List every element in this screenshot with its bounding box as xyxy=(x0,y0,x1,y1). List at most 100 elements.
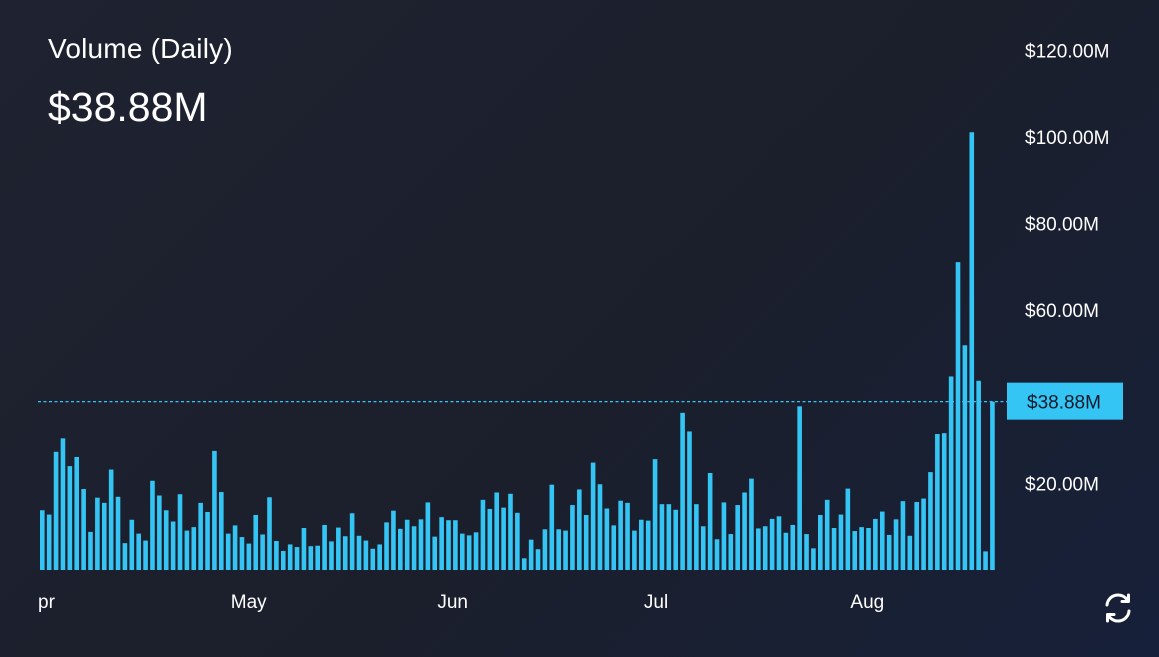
volume-bar[interactable] xyxy=(60,438,66,570)
volume-bar[interactable] xyxy=(928,472,933,570)
volume-bar[interactable] xyxy=(886,534,892,570)
volume-bar[interactable] xyxy=(67,466,73,570)
volume-bar[interactable] xyxy=(439,517,444,570)
volume-bar[interactable] xyxy=(315,545,320,570)
volume-bar[interactable] xyxy=(184,530,190,570)
volume-bar[interactable] xyxy=(198,502,203,570)
volume-bar[interactable] xyxy=(804,534,809,570)
volume-bar[interactable] xyxy=(191,527,197,570)
volume-bar[interactable] xyxy=(177,494,183,571)
volume-bar[interactable] xyxy=(962,345,968,570)
volume-bar[interactable] xyxy=(783,532,789,570)
volume-bar[interactable] xyxy=(81,489,86,570)
volume-bar[interactable] xyxy=(170,521,176,571)
volume-bar[interactable] xyxy=(418,519,424,570)
volume-bar[interactable] xyxy=(508,493,513,570)
volume-bar[interactable] xyxy=(521,558,527,570)
volume-bar[interactable] xyxy=(893,519,899,570)
volume-bar[interactable] xyxy=(990,401,995,570)
volume-bar[interactable] xyxy=(866,528,871,570)
volume-bar[interactable] xyxy=(797,406,802,570)
volume-bar[interactable] xyxy=(101,502,107,570)
volume-bar[interactable] xyxy=(921,498,926,571)
volume-bar[interactable] xyxy=(694,504,699,570)
volume-bar[interactable] xyxy=(253,515,259,570)
volume-bar[interactable] xyxy=(74,456,80,570)
volume-bar[interactable] xyxy=(969,132,975,571)
volume-bar[interactable] xyxy=(618,500,623,570)
volume-bar[interactable] xyxy=(907,535,913,570)
volume-bar[interactable] xyxy=(818,515,823,570)
volume-bar[interactable] xyxy=(873,518,878,570)
volume-bar[interactable] xyxy=(831,528,837,570)
volume-bar[interactable] xyxy=(342,536,348,570)
volume-bar[interactable] xyxy=(232,525,238,570)
volume-bar[interactable] xyxy=(136,533,141,570)
volume-bar[interactable] xyxy=(914,502,919,570)
volume-bar[interactable] xyxy=(749,478,754,570)
volume-bar[interactable] xyxy=(480,499,486,570)
volume-bar[interactable] xyxy=(122,543,128,570)
volume-bar[interactable] xyxy=(776,516,782,570)
volume-bar[interactable] xyxy=(322,524,327,570)
volume-bar[interactable] xyxy=(563,530,568,570)
volume-bar[interactable] xyxy=(742,492,747,570)
volume-bar[interactable] xyxy=(411,526,417,570)
volume-bar[interactable] xyxy=(267,497,272,570)
volume-bar[interactable] xyxy=(108,469,114,570)
volume-bar[interactable] xyxy=(280,550,286,570)
volume-bar[interactable] xyxy=(329,541,334,570)
volume-bar[interactable] xyxy=(611,525,617,570)
volume-bar[interactable] xyxy=(336,527,341,570)
volume-bar[interactable] xyxy=(597,484,603,570)
volume-bar[interactable] xyxy=(205,511,210,570)
volume-bar[interactable] xyxy=(349,513,355,570)
volume-bar[interactable] xyxy=(852,531,858,570)
volume-bar[interactable] xyxy=(287,544,293,570)
volume-bar[interactable] xyxy=(838,514,844,570)
volume-bar[interactable] xyxy=(639,519,644,570)
volume-bar[interactable] xyxy=(466,535,472,570)
volume-bar[interactable] xyxy=(935,434,940,570)
volume-bar[interactable] xyxy=(404,519,410,570)
volume-bar[interactable] xyxy=(377,544,382,570)
volume-bar[interactable] xyxy=(700,526,706,570)
volume-bar[interactable] xyxy=(900,501,906,570)
volume-bar[interactable] xyxy=(879,511,885,570)
volume-bar[interactable] xyxy=(398,528,403,570)
volume-bar[interactable] xyxy=(384,522,389,570)
volume-bar[interactable] xyxy=(294,547,300,570)
volume-bar[interactable] xyxy=(577,489,582,570)
volume-bar[interactable] xyxy=(391,510,396,570)
volume-bar[interactable] xyxy=(95,497,100,570)
volume-bar[interactable] xyxy=(652,459,658,570)
volume-bar[interactable] xyxy=(721,502,727,570)
volume-bar[interactable] xyxy=(535,549,541,570)
volume-bar[interactable] xyxy=(790,524,796,570)
volume-bar[interactable] xyxy=(370,548,376,570)
volume-bar[interactable] xyxy=(274,540,279,570)
volume-bar[interactable] xyxy=(487,508,493,570)
volume-bar[interactable] xyxy=(308,546,314,570)
volume-bar[interactable] xyxy=(88,531,93,570)
volume-bar[interactable] xyxy=(501,507,506,570)
volume-bar[interactable] xyxy=(40,510,45,570)
volume-bar[interactable] xyxy=(301,528,307,570)
volume-bar[interactable] xyxy=(859,527,864,570)
volume-bar[interactable] xyxy=(143,540,148,570)
volume-bar[interactable] xyxy=(459,533,465,570)
volume-bar[interactable] xyxy=(583,515,589,570)
volume-bar[interactable] xyxy=(53,451,59,570)
volume-bar[interactable] xyxy=(941,433,947,570)
volume-bar[interactable] xyxy=(225,533,231,570)
volume-bar[interactable] xyxy=(494,492,500,570)
volume-bar[interactable] xyxy=(549,484,555,570)
volume-bar[interactable] xyxy=(948,376,954,570)
volume-bar[interactable] xyxy=(659,504,665,570)
volume-bar[interactable] xyxy=(680,412,685,570)
refresh-button[interactable] xyxy=(1100,590,1136,626)
volume-bar[interactable] xyxy=(728,534,734,570)
volume-bar[interactable] xyxy=(46,514,52,570)
volume-bar[interactable] xyxy=(212,450,217,571)
volume-bar[interactable] xyxy=(446,520,451,571)
